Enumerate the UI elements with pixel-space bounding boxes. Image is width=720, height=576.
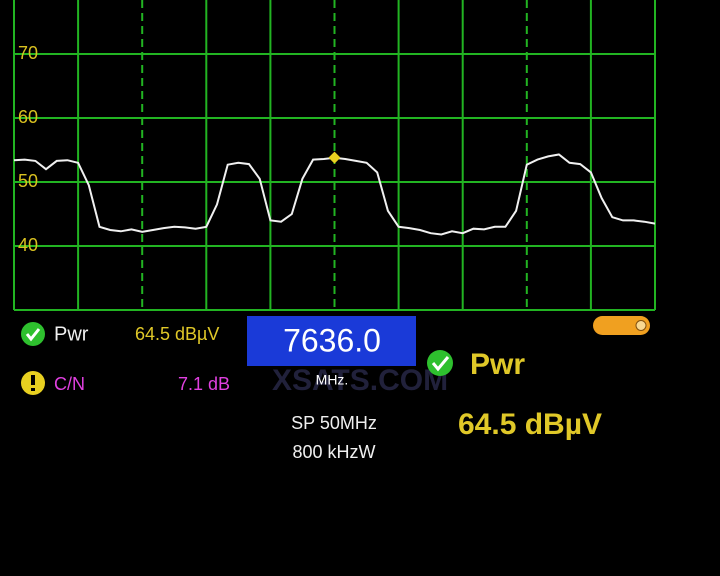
y-tick-label: 60 xyxy=(18,107,38,127)
pwr-label: Pwr xyxy=(54,323,89,345)
frequency: 7636.0 xyxy=(283,322,381,358)
rbw: 800 kHzW xyxy=(292,442,375,462)
y-tick-label: 40 xyxy=(18,235,38,255)
ok-icon xyxy=(427,350,453,376)
frequency-box xyxy=(247,316,416,366)
y-tick-label: 70 xyxy=(18,43,38,63)
check-mark xyxy=(431,356,450,372)
pwr-value: 64.5 dBµV xyxy=(135,324,219,344)
big-pwr-value: 64.5 dBµV xyxy=(458,408,602,441)
check-mark xyxy=(25,328,41,342)
y-tick-label: 50 xyxy=(18,171,38,191)
frequency-unit: MHz. xyxy=(316,372,349,388)
battery-indicator xyxy=(593,316,650,335)
warning-dot xyxy=(31,388,35,391)
cn-value: 7.1 dB xyxy=(178,374,230,394)
watermark: XSATS.COM xyxy=(272,364,448,397)
ok-icon xyxy=(21,322,45,346)
spectrum-plot: 4050607080 xyxy=(13,0,656,311)
span: SP 50MHz xyxy=(291,413,377,433)
cn-label: C/N xyxy=(54,374,85,394)
warning-bar xyxy=(31,375,35,385)
marker xyxy=(328,151,341,164)
battery-cap xyxy=(635,320,647,331)
big-pwr-label: Pwr xyxy=(470,348,525,381)
